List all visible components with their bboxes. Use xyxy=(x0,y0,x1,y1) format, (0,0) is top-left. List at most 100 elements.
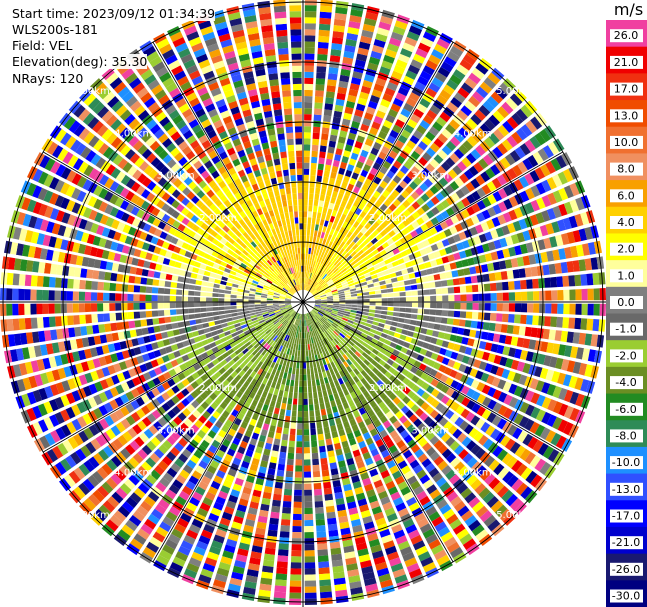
radar-gate xyxy=(364,348,372,355)
radar-gate xyxy=(303,429,310,436)
radar-gate xyxy=(354,140,363,149)
radar-gate xyxy=(192,491,203,502)
radar-gate xyxy=(451,270,459,278)
radar-gate xyxy=(364,138,374,147)
radar-gate xyxy=(402,175,412,185)
radar-gate xyxy=(343,287,350,291)
radar-gate xyxy=(156,210,166,220)
radar-gate xyxy=(318,23,331,31)
radar-gate xyxy=(380,314,387,320)
radar-gate xyxy=(234,276,241,281)
radar-gate xyxy=(522,255,531,266)
radar-gate xyxy=(320,591,333,599)
radar-gate xyxy=(319,264,324,271)
radar-gate xyxy=(234,323,241,328)
radar-gate xyxy=(62,328,70,339)
radar-gate xyxy=(169,295,176,302)
radar-gate xyxy=(288,391,293,399)
radar-gate xyxy=(319,151,326,159)
radar-gate xyxy=(36,289,43,301)
radar-gate xyxy=(285,314,291,319)
radar-gate xyxy=(261,454,270,462)
radar-gate xyxy=(330,242,336,250)
radar-gate xyxy=(431,516,444,527)
radar-gate xyxy=(78,303,86,313)
radar-gate xyxy=(354,332,361,338)
radar-gate xyxy=(502,346,511,356)
radar-gate xyxy=(449,474,461,485)
radar-gate xyxy=(328,202,335,210)
radar-gate xyxy=(109,313,117,322)
radar-gate xyxy=(249,309,256,313)
radar-gate xyxy=(178,269,186,277)
radar-gate xyxy=(274,277,281,283)
radar-gate xyxy=(213,315,220,321)
radar-gate xyxy=(461,396,471,407)
radar-gate xyxy=(307,217,312,224)
radar-gate xyxy=(325,253,330,260)
radar-gate xyxy=(356,358,363,365)
radar-gate xyxy=(235,272,242,278)
radar-gate xyxy=(381,306,388,311)
radar-gate xyxy=(376,388,384,396)
radar-gate xyxy=(185,480,196,491)
radar-gate xyxy=(454,131,465,143)
radar-gate xyxy=(407,475,418,485)
radar-gate xyxy=(24,303,31,315)
radar-gate xyxy=(227,338,235,344)
radar-gate xyxy=(351,304,358,308)
radar-gate xyxy=(393,265,401,272)
radar-gate xyxy=(224,302,231,306)
radar-gate xyxy=(146,380,156,389)
radar-gate xyxy=(139,285,147,293)
radar-gate xyxy=(332,294,339,298)
radar-gate xyxy=(320,244,325,251)
radar-gate xyxy=(270,381,277,389)
radar-gate xyxy=(374,344,382,351)
radar-gate xyxy=(303,253,306,260)
radar-gate xyxy=(466,135,478,147)
radar-gate xyxy=(373,556,386,565)
radar-gate xyxy=(200,222,209,231)
radar-gate xyxy=(405,70,418,80)
radar-gate xyxy=(490,164,501,176)
radar-gate xyxy=(360,426,369,435)
radar-gate xyxy=(397,86,409,97)
radar-gate xyxy=(323,201,330,209)
radar-gate xyxy=(340,200,347,208)
radar-gate xyxy=(243,286,251,291)
radar-gate xyxy=(109,412,120,423)
radar-gate xyxy=(525,404,535,417)
radar-gate xyxy=(280,384,285,391)
radar-gate xyxy=(415,48,428,59)
radar-gate xyxy=(197,507,209,518)
radar-gate xyxy=(408,25,423,36)
radar-gate xyxy=(220,318,227,324)
radar-gate xyxy=(333,18,346,27)
radar-gate xyxy=(314,305,321,309)
radar-gate xyxy=(390,562,404,573)
radar-gate xyxy=(211,346,219,353)
radar-gate xyxy=(296,337,299,345)
radar-gate xyxy=(170,446,180,457)
radar-gate xyxy=(125,391,135,401)
radar-gate xyxy=(394,455,405,465)
radar-gate xyxy=(229,328,237,334)
radar-gate xyxy=(42,234,51,247)
radar-gate xyxy=(396,425,406,434)
radar-gate xyxy=(392,312,400,317)
radar-gate xyxy=(56,328,64,340)
radar-gate xyxy=(67,436,79,450)
radar-gate xyxy=(321,298,328,300)
radar-gate xyxy=(386,135,396,144)
radar-gate xyxy=(379,180,388,189)
radar-gate xyxy=(52,145,64,159)
radar-gate xyxy=(227,278,234,283)
radar-gate xyxy=(358,202,366,211)
radar-gate xyxy=(260,429,268,437)
radar-gate xyxy=(87,196,98,208)
radar-gate xyxy=(392,226,401,234)
radar-gate xyxy=(290,330,294,337)
radar-gate xyxy=(162,516,175,527)
radar-gate xyxy=(414,433,424,443)
